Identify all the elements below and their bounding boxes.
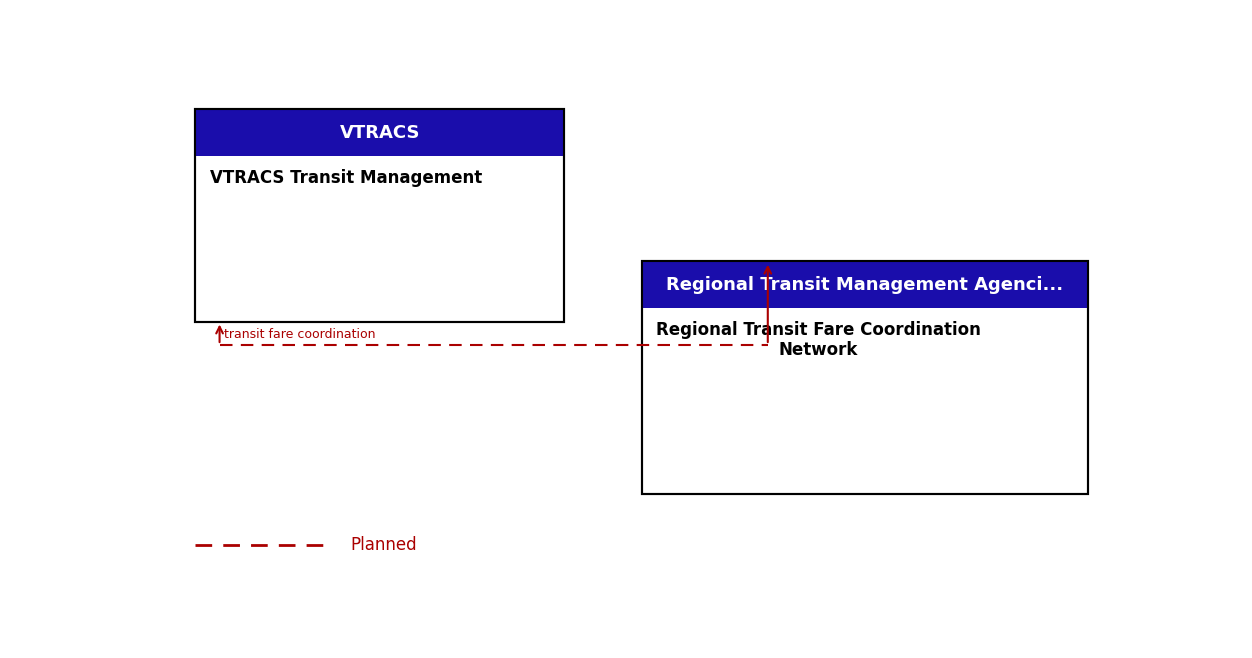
Bar [195,109,563,322]
Bar [641,261,1088,494]
Text: transit fare coordination: transit fare coordination [224,328,376,341]
Bar [641,261,1088,308]
Text: VTRACS Transit Management: VTRACS Transit Management [210,169,482,187]
Text: Regional Transit Fare Coordination
Network: Regional Transit Fare Coordination Netwo… [656,320,982,359]
Bar [195,109,563,322]
Bar [641,261,1088,494]
Text: VTRACS: VTRACS [339,124,419,141]
Text: Planned: Planned [351,536,417,554]
Bar [195,109,563,156]
Text: Regional Transit Management Agenci...: Regional Transit Management Agenci... [666,276,1063,293]
